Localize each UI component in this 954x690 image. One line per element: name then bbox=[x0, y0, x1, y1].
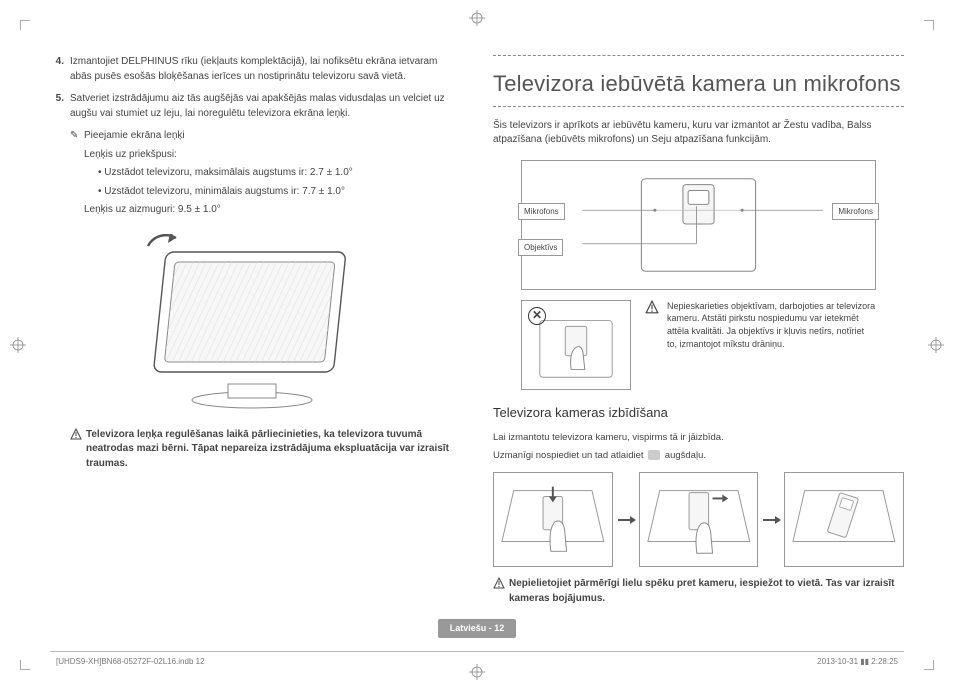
warning-icon bbox=[493, 577, 509, 606]
slide-out-p2: Uzmanīgi nospiediet un tad atlaidiet aug… bbox=[493, 449, 904, 463]
p2-part-b: augšdaļu. bbox=[665, 450, 706, 461]
label-mic-right: Mikrofons bbox=[832, 203, 879, 221]
crop-corner bbox=[20, 660, 30, 670]
warning-3-text: Nepielietojiet pārmērīgi lielu spēku pre… bbox=[509, 577, 904, 606]
step-2-pane bbox=[639, 472, 759, 567]
angle-front-heading: Leņķis uz priekšpusi: bbox=[84, 148, 461, 163]
subsection-title: Televizora kameras izbīdīšana bbox=[493, 404, 904, 423]
dont-touch-thumb: ✕ bbox=[521, 300, 631, 390]
crop-corner bbox=[924, 660, 934, 670]
label-mic-left: Mikrofons bbox=[518, 203, 565, 221]
note-row: ✎ Pieejamie ekrāna leņķi bbox=[70, 129, 461, 144]
page-badge: Latviešu - 12 bbox=[438, 619, 517, 638]
reg-mark-left bbox=[10, 337, 26, 353]
tv-tilt-illustration bbox=[126, 234, 386, 414]
warning-row: Televizora leņķa regulēšanas laikā pārli… bbox=[70, 428, 461, 472]
warning-text: Televizora leņķa regulēšanas laikā pārli… bbox=[86, 428, 461, 472]
warning-icon bbox=[645, 300, 661, 320]
slide-out-p1: Lai izmantotu televizora kameru, vispirm… bbox=[493, 431, 904, 445]
angle-back: Leņķis uz aizmuguri: 9.5 ± 1.0° bbox=[84, 203, 461, 218]
section-title: Televizora iebūvētā kamera un mikrofons bbox=[493, 68, 904, 100]
warning-2: Nepieskarieties objektīvam, darbojoties … bbox=[645, 300, 876, 350]
reg-mark-top bbox=[469, 10, 485, 26]
ordered-item-4: 4. Izmantojiet DELPHINUS rīku (iekļauts … bbox=[50, 55, 461, 84]
warning-row-3: Nepielietojiet pārmērīgi lielu spēku pre… bbox=[493, 577, 904, 606]
right-column: Televizora iebūvētā kamera un mikrofons … bbox=[489, 55, 904, 606]
warning-icon bbox=[70, 428, 86, 472]
page-body: 4. Izmantojiet DELPHINUS rīku (iekļauts … bbox=[0, 0, 954, 646]
item-text: Satveriet izstrādājumu aiz tās augšējās … bbox=[70, 92, 461, 121]
warning-row-2: ✕ Nepieskarieties objektīvam, darbojotie… bbox=[521, 300, 876, 390]
angle-bullet-2: Uzstādot televizoru, minimālais augstums… bbox=[98, 185, 461, 200]
warning-2-text: Nepieskarieties objektīvam, darbojoties … bbox=[667, 300, 876, 350]
reg-mark-bottom bbox=[469, 664, 485, 680]
p2-part-a: Uzmanīgi nospiediet un tad atlaidiet bbox=[493, 450, 644, 461]
footer-left-text: [UHDS9-XH]BN68-05272F-02L16.indb 12 bbox=[56, 656, 205, 668]
intro-paragraph: Šis televizors ir aprīkots ar iebūvētu k… bbox=[493, 119, 904, 148]
label-lens: Objektīvs bbox=[518, 239, 563, 257]
crop-corner bbox=[20, 20, 30, 30]
crop-corner bbox=[924, 20, 934, 30]
item-number: 5. bbox=[50, 92, 70, 121]
footer-right-text: 2013-10-31 ▮▮ 2:28:25 bbox=[817, 656, 898, 668]
three-step-diagram bbox=[493, 472, 904, 567]
left-column: 4. Izmantojiet DELPHINUS rīku (iekļauts … bbox=[50, 55, 465, 606]
dashed-rule bbox=[493, 106, 904, 107]
note-text: Pieejamie ekrāna leņķi bbox=[84, 129, 461, 144]
angle-bullet-1: Uzstādot televizoru, maksimālais augstum… bbox=[98, 166, 461, 181]
note-icon: ✎ bbox=[70, 129, 84, 144]
reg-mark-right bbox=[928, 337, 944, 353]
dashed-rule bbox=[493, 55, 904, 56]
page-footer: Latviešu - 12 bbox=[0, 619, 954, 638]
arrow-icon bbox=[613, 513, 639, 527]
camera-top-icon bbox=[648, 450, 660, 460]
arrow-icon bbox=[758, 513, 784, 527]
item-text: Izmantojiet DELPHINUS rīku (iekļauts kom… bbox=[70, 55, 461, 84]
ordered-item-5: 5. Satveriet izstrādājumu aiz tās augšēj… bbox=[50, 92, 461, 121]
step-3-pane bbox=[784, 472, 904, 567]
item-number: 4. bbox=[50, 55, 70, 84]
x-badge-icon: ✕ bbox=[528, 307, 546, 325]
camera-diagram: Mikrofons Objektīvs Mikrofons bbox=[521, 160, 876, 290]
step-1-pane bbox=[493, 472, 613, 567]
footer-rule bbox=[50, 651, 904, 652]
